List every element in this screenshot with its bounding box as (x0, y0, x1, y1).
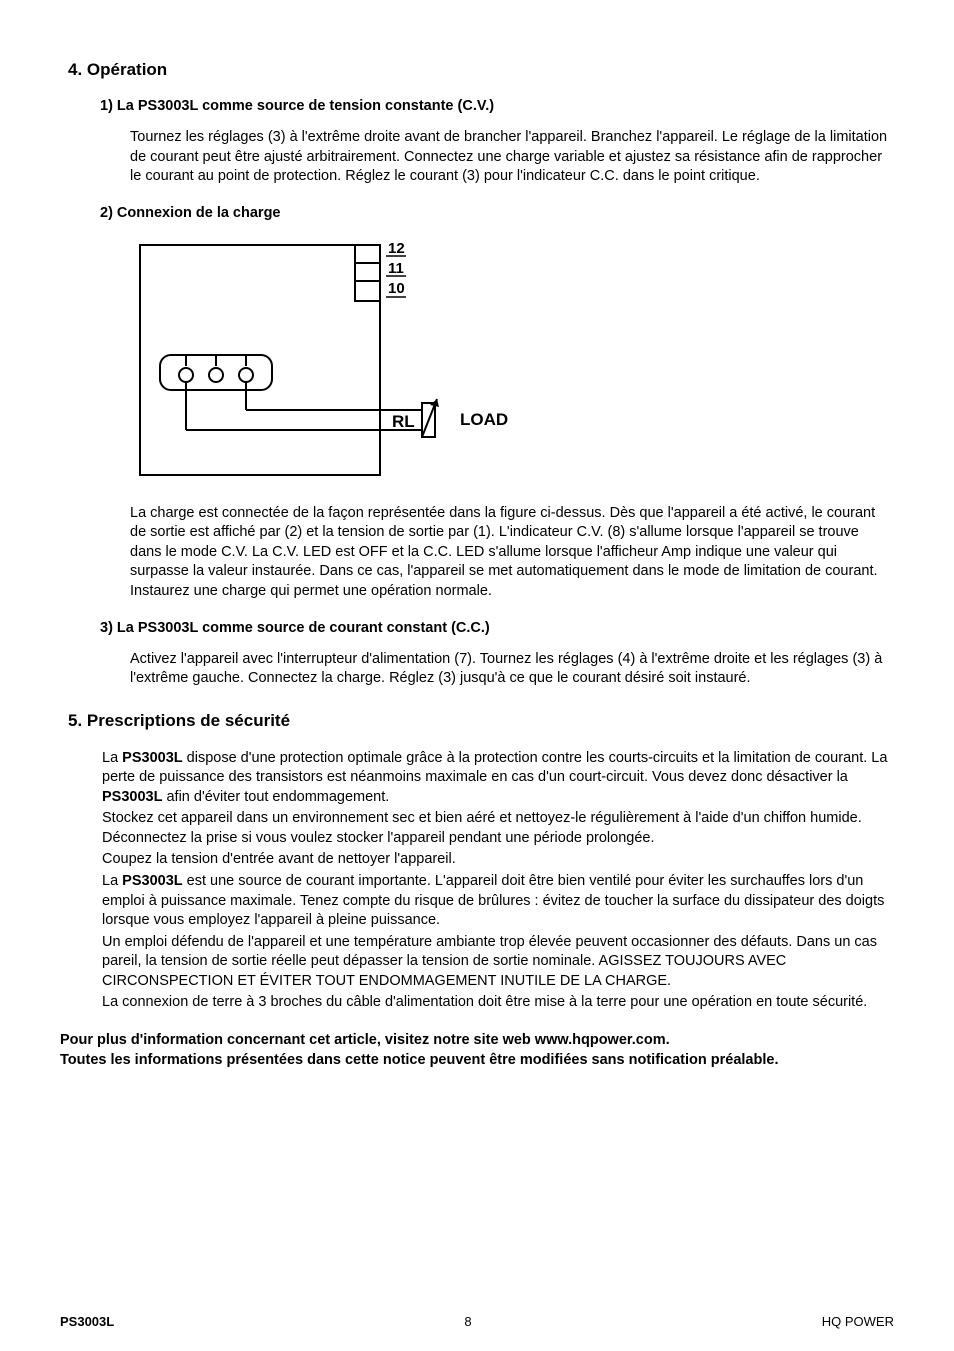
closing-line-2: Toutes les informations présentées dans … (60, 1051, 894, 1071)
p4-post: est une source de courant importante. L'… (102, 873, 884, 928)
subheading-cv: 1) La PS3003L comme source de tension co… (100, 98, 894, 114)
load-connection-diagram: 12 11 10 RL LOAD (130, 235, 894, 490)
svg-text:RL: RL (392, 412, 415, 431)
paragraph-cc: Activez l'appareil avec l'interrupteur d… (130, 650, 894, 689)
p1-bold1: PS3003L (122, 750, 182, 766)
p1-post: afin d'éviter tout endommagement. (162, 789, 389, 805)
safety-p4: La PS3003L est une source de courant imp… (102, 872, 894, 931)
closing-line-1: Pour plus d'information concernant cet a… (60, 1031, 894, 1051)
safety-p2: Stockez cet appareil dans un environneme… (102, 809, 894, 848)
footer-page-number: 8 (464, 1314, 471, 1329)
footer-model: PS3003L (60, 1314, 114, 1329)
paragraph-load: La charge est connectée de la façon repr… (130, 504, 894, 602)
closing-block: Pour plus d'information concernant cet a… (60, 1031, 894, 1070)
svg-text:11: 11 (388, 260, 404, 277)
p4-pre: La (102, 873, 122, 889)
subheading-cc: 3) La PS3003L comme source de courant co… (100, 620, 894, 636)
paragraph-cv: Tournez les réglages (3) à l'extrême dro… (130, 128, 894, 187)
svg-text:10: 10 (388, 280, 405, 297)
svg-text:LOAD: LOAD (460, 410, 508, 429)
svg-text:12: 12 (388, 240, 405, 257)
safety-p5: Un emploi défendu de l'appareil et une t… (102, 933, 894, 992)
section-4-heading: 4. Opération (68, 60, 894, 80)
safety-p6: La connexion de terre à 3 broches du câb… (102, 993, 894, 1013)
safety-p1: La PS3003L dispose d'une protection opti… (102, 749, 894, 808)
section-5-heading: 5. Prescriptions de sécurité (68, 711, 894, 731)
safety-p3: Coupez la tension d'entrée avant de nett… (102, 850, 894, 870)
p1-mid: dispose d'une protection optimale grâce … (102, 750, 887, 786)
footer-brand: HQ POWER (822, 1314, 894, 1329)
p1-bold2: PS3003L (102, 789, 162, 805)
p4-bold: PS3003L (122, 873, 182, 889)
page-footer: PS3003L 8 HQ POWER (60, 1314, 894, 1329)
subheading-load: 2) Connexion de la charge (100, 205, 894, 221)
p1-pre: La (102, 750, 122, 766)
